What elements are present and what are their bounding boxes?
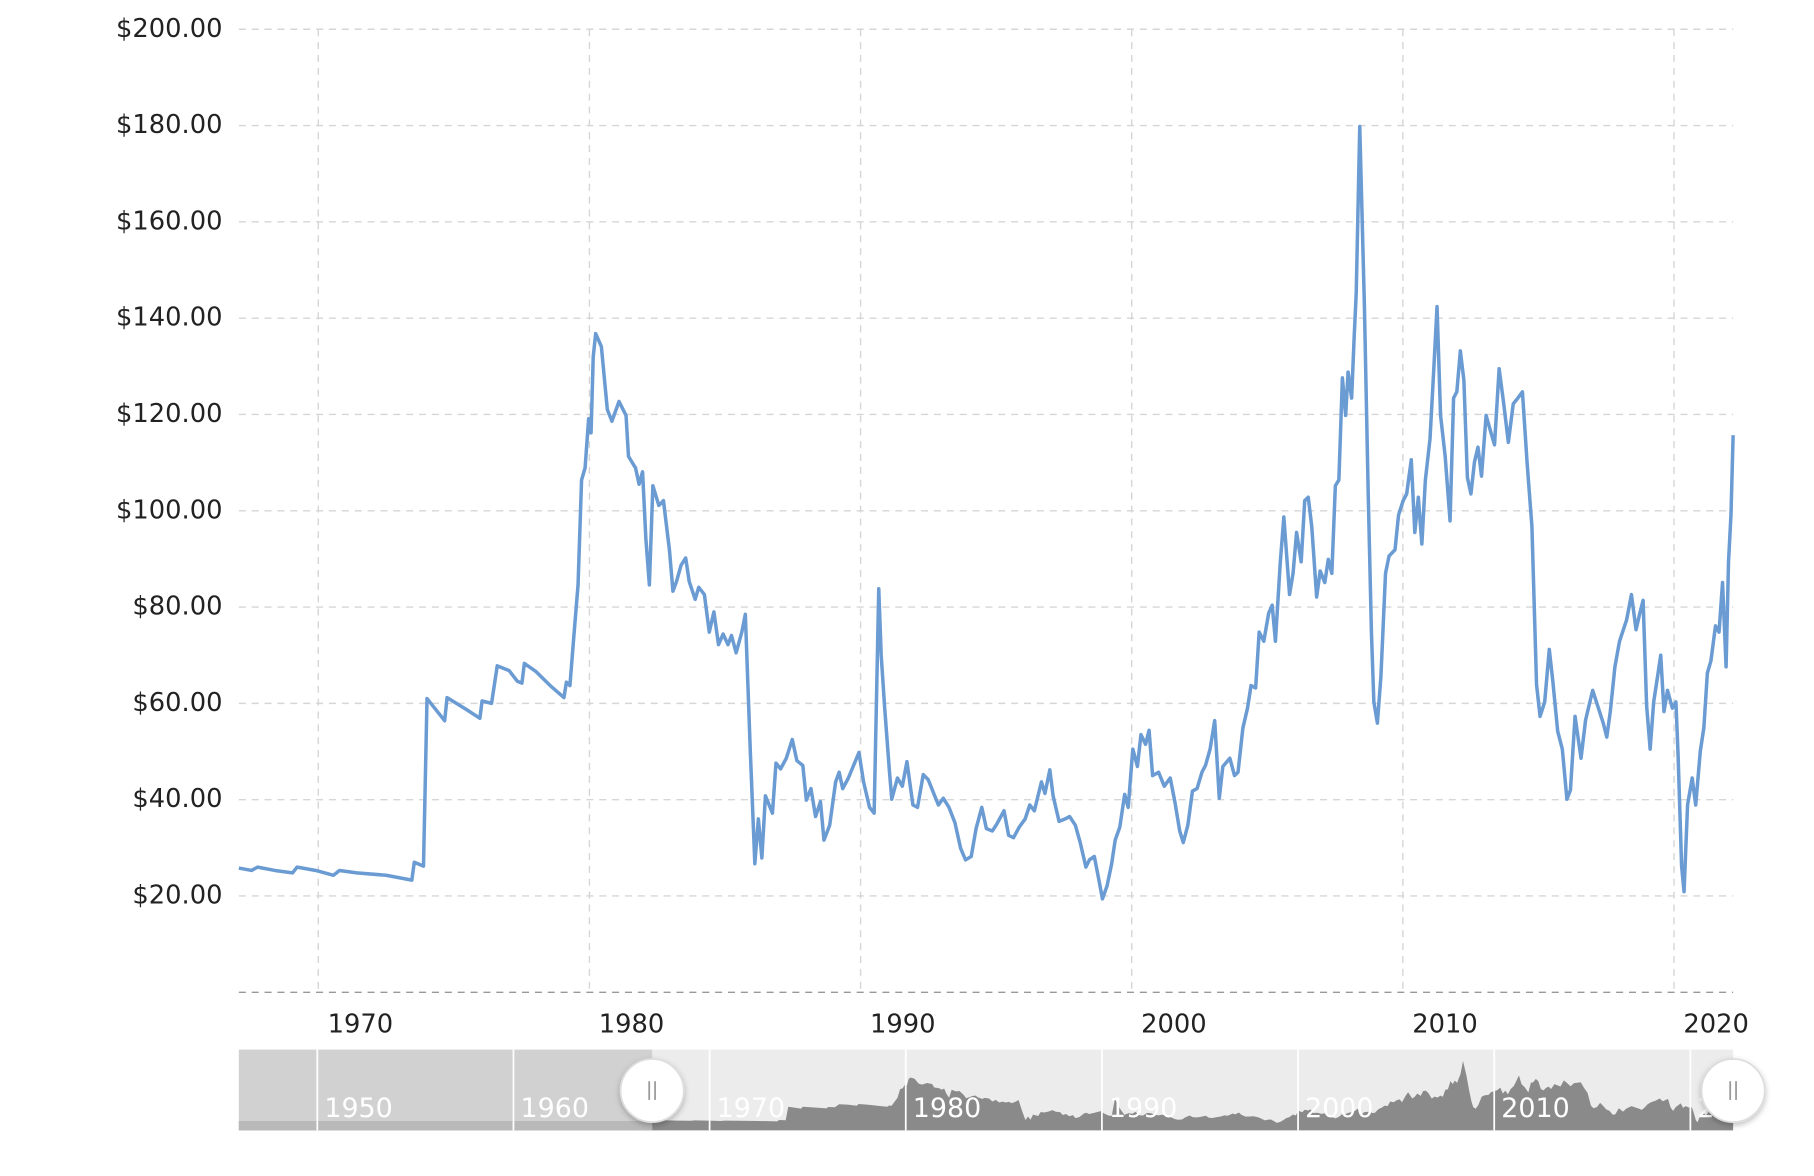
price-line — [238, 124, 1735, 901]
plot — [238, 124, 1735, 901]
y-tick-label: $200.00 — [116, 14, 222, 44]
y-tick-label: $20.00 — [132, 880, 222, 910]
y-tick-label: $120.00 — [116, 399, 222, 429]
x-tick-label: 1990 — [870, 1010, 936, 1040]
x-tick-label: 2000 — [1141, 1010, 1207, 1040]
navigator-handle-right[interactable] — [1700, 1058, 1766, 1124]
navigator-area — [652, 1060, 1734, 1131]
navigator-tick-label: 1950 — [324, 1093, 392, 1124]
navigator-tick-label: 1960 — [520, 1093, 588, 1124]
navigator-tick-label: 2000 — [1305, 1093, 1373, 1124]
x-tick-label: 1980 — [599, 1010, 665, 1040]
y-tick-label: $140.00 — [116, 303, 222, 333]
navigator: 19501960197019801990200020102020 — [238, 1049, 1766, 1131]
y-tick-label: $100.00 — [116, 495, 222, 525]
x-tick-label: 2020 — [1683, 1010, 1749, 1040]
navigator-tick-label: 1990 — [1109, 1093, 1177, 1124]
navigator-mask — [238, 1049, 653, 1131]
navigator-tick-label: 2010 — [1501, 1093, 1569, 1124]
navigator-tick-label: 1980 — [913, 1093, 981, 1124]
handle-circle[interactable] — [1700, 1058, 1766, 1124]
x-tick-label: 2010 — [1412, 1010, 1477, 1040]
y-tick-label: $40.00 — [132, 784, 222, 814]
y-tick-label: $180.00 — [116, 110, 222, 140]
grid: $20.00 $40.00 $60.00 $80.00 $100.00 $120.00 $1… — [116, 14, 1749, 1040]
handle-circle[interactable] — [619, 1058, 685, 1124]
navigator-handle-left[interactable] — [619, 1058, 685, 1124]
y-tick-label: $60.00 — [132, 688, 222, 718]
y-tick-label: $160.00 — [116, 206, 222, 236]
navigator-tick-label: 1970 — [717, 1093, 785, 1124]
y-tick-label: $80.00 — [132, 592, 222, 622]
x-tick-label: 1970 — [328, 1010, 394, 1040]
